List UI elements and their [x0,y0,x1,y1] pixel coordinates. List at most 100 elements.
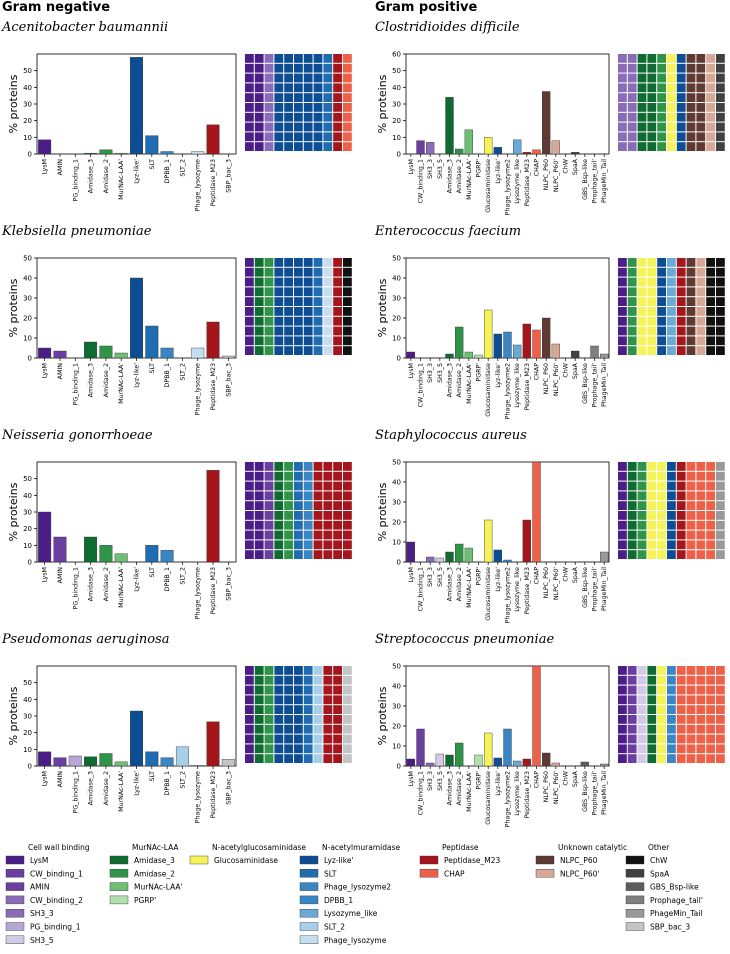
waffle-cell-Lyz-like' [274,666,284,675]
x-tick-label: GBS_Bsp-like [582,363,589,404]
bar-CHAP [532,665,541,767]
waffle-cell-ChW [706,346,715,355]
waffle-cell-Lyz-like' [274,142,284,151]
y-tick-label: 10 [23,335,32,343]
waffle-cell-CW_binding_1 [627,695,637,705]
plot-area [405,461,610,563]
waffle-cell-Lysozyme_like [667,267,676,277]
bar-Lysozyme_like [513,139,522,155]
waffle-cell-LysM [618,715,627,724]
waffle-cell-Glucosaminidase [647,520,657,530]
waffle-cell-Glucosaminidase [647,267,657,277]
waffle-cell-NLPC_P60' [696,287,706,297]
x-tick-label: PG_binding_1 [72,363,79,405]
waffle-cell-LysM [618,297,627,306]
waffle-cell-CHAP [706,715,715,724]
x-tick-label: PGRP' [476,771,483,790]
waffle-cell-SLT [294,491,303,501]
bar-Amidase_3 [445,754,454,767]
waffle-cell-CHAP [706,695,715,705]
x-tick-label: DPBB_1 [164,771,171,795]
waffle-cell-Peptidase_M23 [676,307,686,316]
waffle-cell-Glucosaminidase [667,142,676,151]
waffle-cell-PhageMin_Tail [716,481,725,491]
x-tick-label: SpaA [572,566,579,583]
waffle-cell-Glucosaminidase [637,287,647,297]
y-tick-label: 50 [392,255,401,263]
x-tick-label: LysM [42,771,49,786]
legend-swatch-ChW [625,855,645,865]
y-tick-label: 0 [397,559,401,567]
waffle-cell-Lyz-like' [313,54,323,63]
waffle-cell-LysM [245,550,254,559]
waffle-cell-Peptidase_M23 [676,297,686,306]
waffle-cell-Peptidase_M23 [333,754,342,763]
x-tick-label: ChW [563,158,570,173]
y-axis-label: % proteins [7,686,20,745]
bar-Peptidase_M23 [522,519,531,563]
waffle-cell-NLPC_P60' [706,112,715,122]
x-tick-label: Prophage_tail' [592,159,599,204]
waffle-cell-Lyz-like' [274,705,284,714]
x-tick-label: SLT_2 [179,567,186,585]
waffle-cell-LysM [618,336,627,346]
bar-SLT [145,751,159,767]
y-tick-label: 50 [23,475,32,483]
waffle-cell-SBP_bac_3 [343,695,352,705]
waffle-cell-Lyz-like' [284,54,293,63]
waffle-cell-Amidase_3 [274,540,284,550]
x-tick-label: Lyz-like' [134,771,141,796]
waffle-cell-Peptidase_M23 [333,491,342,501]
y-tick-label: 40 [392,84,401,92]
waffle-cell-SLT [313,287,323,297]
waffle-cell-Lyz-like' [284,142,293,151]
waffle-cell-NLPC_P60 [686,122,696,132]
waffle-cell-Peptidase_M23 [676,511,686,520]
waffle-cell-Amidase_3 [637,132,647,142]
legend-label: SLT_2 [324,923,345,932]
bar-Peptidase_M23 [206,321,220,359]
x-tick-label: Phage_lysozyme [195,567,202,619]
waffle-cell-Lyz-like' [303,83,313,93]
waffle-cell-NLPC_P60 [686,307,696,316]
bar-LysM [38,139,52,155]
x-tick-label: Amidase_3 [88,771,95,805]
waffle-cell-CHAP [676,754,686,763]
waffle-cell-Peptidase_M23 [676,540,686,550]
waffle-cell-Amidase_2 [657,103,666,112]
x-tick-label: DPBB_1 [164,567,171,591]
waffle-cell-CHAP [706,511,715,520]
y-axis-label: % proteins [376,482,389,541]
waffle-cell-Lyz-like' [303,307,313,316]
waffle-cell-CW_binding_2 [264,63,274,73]
waffle-cell-SLT [303,675,313,685]
waffle-cell-Lyz-like' [294,132,303,142]
waffle-cell-Peptidase_M23 [323,520,333,530]
y-tick-label: 50 [23,255,32,263]
waffle-cell-NLPC_P60' [706,73,715,83]
waffle-cell-CHAP [706,666,715,675]
waffle-cell-AMIN [264,481,274,491]
waffle-cell-Lyz-like' [303,346,313,355]
waffle-cell-Lyz-like' [303,267,313,277]
waffle-cell-SLT [313,326,323,336]
waffle-cell-Amidase_2 [264,346,274,355]
waffle-cell-LysM [618,287,627,297]
bar-Lyz-like' [130,277,143,359]
x-tick-label: SBP_bac_3 [225,771,232,805]
legend-swatch-PhageMin_Tail [625,909,645,918]
waffle-cell-SLT [294,511,303,520]
x-tick-label: Lyz-like' [134,159,141,184]
waffle-cell-Peptidase_M23 [343,540,352,550]
waffle-cell-Lyz-like' [657,346,666,355]
x-tick-label: Lyz-like' [495,159,502,184]
waffle-cell-Lyz-like' [313,112,323,122]
waffle-cell-SBP_bac_3 [343,734,352,744]
waffle-cell-LysM [245,471,254,481]
bar-Peptidase_M23 [206,124,220,155]
waffle-cell-Peptidase_M23 [343,511,352,520]
waffle-cell-Lyz-like' [676,122,686,132]
waffle-cell-SH3_3 [627,63,637,73]
x-tick-label: Amidase_2 [103,771,110,805]
bar-Peptidase_M23 [522,758,531,767]
